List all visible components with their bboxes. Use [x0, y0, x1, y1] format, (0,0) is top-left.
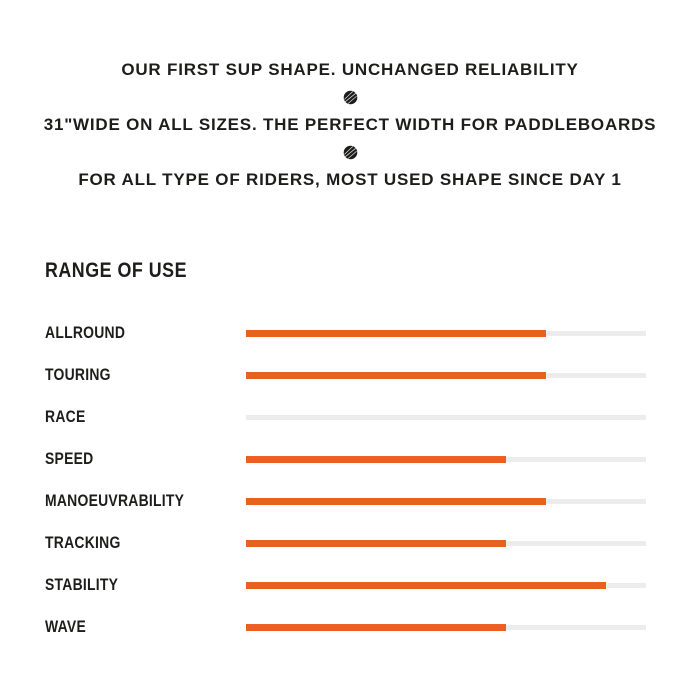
chart-row-touring: TOURING — [45, 354, 646, 396]
range-of-use-title: RANGE OF USE — [45, 259, 188, 282]
bar-fill — [246, 581, 606, 589]
feature-line-3: FOR ALL TYPE OF RIDERS, MOST USED SHAPE … — [78, 170, 622, 189]
bar-track — [246, 414, 646, 420]
bar-fill — [246, 497, 546, 505]
range-of-use-chart: ALLROUND TOURING RACE SPEED — [45, 312, 646, 648]
bar-fill — [246, 623, 506, 631]
row-label: TOURING — [45, 365, 111, 384]
bar-fill — [246, 455, 506, 463]
bar-area — [246, 414, 646, 421]
row-label: ALLROUND — [45, 323, 126, 342]
chart-row-manoeuvrability: MANOEUVRABILITY — [45, 480, 646, 522]
feature-list: OUR FIRST SUP SHAPE. UNCHANGED RELIABILI… — [0, 0, 700, 190]
chart-row-stability: STABILITY — [45, 564, 646, 606]
scribble-dot-icon — [343, 145, 358, 160]
chart-row-speed: SPEED — [45, 438, 646, 480]
bar-area — [246, 497, 646, 505]
bar-area — [246, 371, 646, 379]
chart-row-tracking: TRACKING — [45, 522, 646, 564]
bar-area — [246, 581, 646, 589]
bar-area — [246, 455, 646, 463]
feature-line-2: 31"WIDE ON ALL SIZES. THE PERFECT WIDTH … — [43, 115, 657, 134]
bar-fill — [246, 539, 506, 547]
chart-row-wave: WAVE — [45, 606, 646, 648]
chart-row-allround: ALLROUND — [45, 312, 646, 354]
row-label: STABILITY — [45, 575, 119, 594]
row-label: MANOEUVRABILITY — [45, 491, 185, 510]
feature-line-1: OUR FIRST SUP SHAPE. UNCHANGED RELIABILI… — [121, 60, 579, 79]
row-label: SPEED — [45, 449, 94, 468]
bar-area — [246, 539, 646, 547]
chart-row-race: RACE — [45, 396, 646, 438]
bar-area — [246, 623, 646, 631]
scribble-dot-icon — [343, 90, 358, 105]
row-label: WAVE — [45, 617, 87, 636]
bar-fill — [246, 371, 546, 379]
bar-fill — [246, 329, 546, 337]
bar-area — [246, 329, 646, 337]
row-label: TRACKING — [45, 533, 121, 552]
row-label: RACE — [45, 407, 86, 426]
